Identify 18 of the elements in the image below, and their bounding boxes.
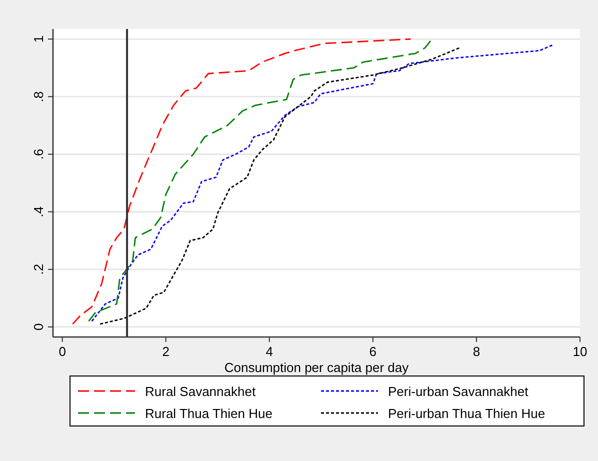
y-tick-label: .8 bbox=[31, 91, 46, 102]
x-tick-label: 2 bbox=[162, 344, 170, 359]
line-series bbox=[91, 44, 554, 322]
legend-label: Rural Savannakhet bbox=[145, 384, 256, 399]
y-tick-label: .6 bbox=[31, 148, 46, 160]
legend-label: Peri-urban Savannakhet bbox=[388, 384, 529, 399]
y-tick-label: 0 bbox=[31, 323, 46, 331]
y-tick-label: .4 bbox=[31, 206, 46, 218]
legend-label: Rural Thua Thien Hue bbox=[145, 406, 272, 421]
x-tick-label: 4 bbox=[266, 344, 274, 359]
x-tick-label: 6 bbox=[369, 344, 377, 359]
x-tick-label: 10 bbox=[572, 344, 588, 359]
x-axis-title: Consumption per capita per day bbox=[224, 360, 410, 375]
x-tick-label: 0 bbox=[58, 344, 66, 359]
legend-label: Peri-urban Thua Thien Hue bbox=[388, 406, 546, 421]
y-tick-label: 1 bbox=[31, 35, 46, 43]
x-tick-label: 8 bbox=[472, 344, 480, 359]
y-tick-label: .2 bbox=[31, 264, 46, 275]
